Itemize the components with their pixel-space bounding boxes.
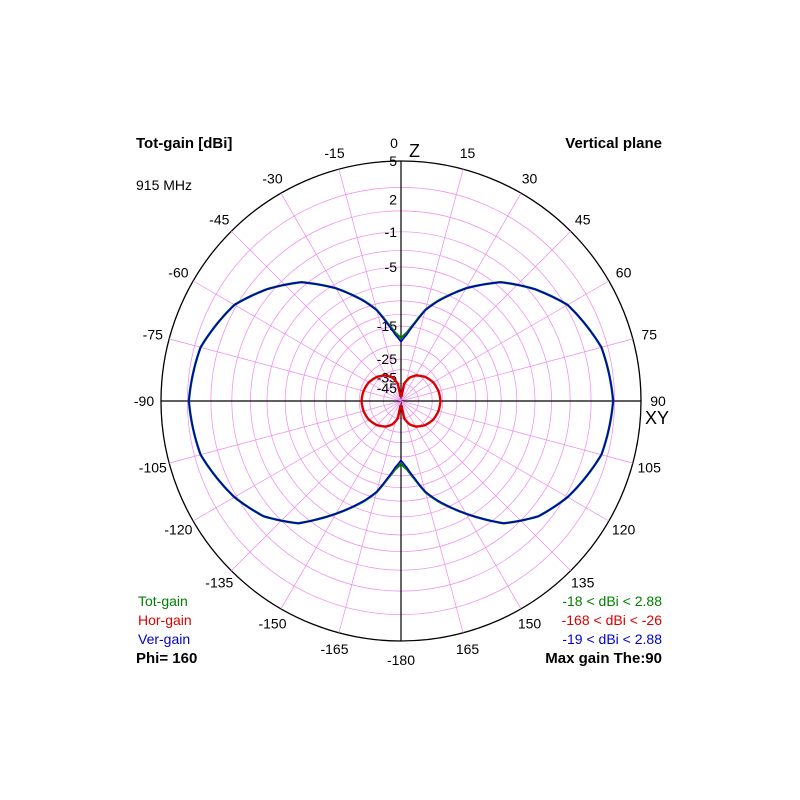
angle-tick-label: -45 [209, 211, 229, 227]
radial-tick-label: -5 [385, 259, 398, 275]
angle-tick-label: 75 [641, 327, 657, 343]
angle-tick-label: 60 [616, 265, 632, 281]
radial-tick-label: -1 [385, 224, 398, 240]
z-axis-label: Z [409, 141, 420, 161]
angle-tick-label: -30 [262, 170, 282, 186]
angle-tick-label: -165 [320, 641, 348, 657]
range-hor-gain: -168 < dBi < -26 [561, 612, 662, 628]
chart-title: Tot-gain [dBi] [136, 135, 233, 152]
grid-spoke [400, 400, 571, 571]
grid-spoke [400, 400, 464, 633]
grid-spoke [338, 169, 402, 402]
angle-tick-label: 30 [522, 170, 538, 186]
radial-tick-label: -45 [377, 380, 397, 396]
grid-spoke [192, 400, 402, 522]
angle-tick-label: -135 [205, 575, 233, 591]
angle-tick-label: 15 [460, 145, 476, 161]
legend-ver-gain: Ver-gain [138, 631, 191, 647]
range-ver-gain: -19 < dBi < 2.88 [562, 631, 662, 647]
angle-tick-label: -15 [324, 145, 344, 161]
radial-tick-label: -25 [377, 351, 397, 367]
angle-tick-label: 135 [571, 575, 595, 591]
angle-tick-label: -150 [258, 616, 286, 632]
grid-spoke [169, 400, 402, 464]
phi-label: Phi= 160 [136, 650, 198, 667]
grid-spoke [400, 280, 610, 402]
grid-spoke [400, 400, 610, 522]
series-hor-gain-line [360, 374, 442, 428]
angle-tick-label: -180 [387, 652, 415, 668]
angle-tick-label: -75 [143, 327, 163, 343]
grid-spoke [280, 400, 402, 610]
grid-spoke [400, 192, 522, 402]
radial-tick-label: 2 [389, 192, 397, 208]
grid-spoke [338, 400, 402, 633]
series-ver-gain-line [188, 281, 614, 525]
range-tot-gain: -18 < dBi < 2.88 [562, 593, 662, 609]
radial-tick-label: 5 [389, 153, 397, 169]
grid-spoke [280, 192, 402, 402]
xy-axis-label: XY [645, 408, 669, 428]
angle-tick-label: 150 [518, 616, 542, 632]
angle-tick-label: 0 [390, 135, 398, 151]
angle-tick-label: -105 [139, 460, 167, 476]
legend-hor-gain: Hor-gain [138, 612, 192, 628]
grid-spoke [231, 400, 402, 571]
frequency-label: 915 MHz [136, 177, 193, 193]
grid-spoke [192, 280, 402, 402]
angle-tick-label: -90 [134, 393, 154, 409]
angle-tick-label: -60 [168, 265, 188, 281]
grid-spoke [169, 338, 402, 402]
angle-tick-label: 90 [650, 393, 666, 409]
angle-tick-label: 45 [575, 211, 591, 227]
grid-spoke [400, 231, 571, 402]
grid-spoke [400, 400, 633, 464]
angle-tick-label: 105 [638, 460, 662, 476]
radial-tick-label: -35 [377, 370, 397, 386]
angle-tick-label: 120 [612, 522, 636, 538]
angle-tick-label: -120 [164, 522, 192, 538]
grid-spoke [400, 400, 522, 610]
legend-tot-gain: Tot-gain [138, 593, 188, 609]
max-gain-label: Max gain The:90 [545, 650, 662, 667]
grid-spoke [400, 338, 633, 402]
grid-spoke [400, 169, 464, 402]
grid-spoke [231, 231, 402, 402]
plane-label: Vertical plane [565, 135, 662, 152]
angle-tick-label: 165 [456, 641, 480, 657]
